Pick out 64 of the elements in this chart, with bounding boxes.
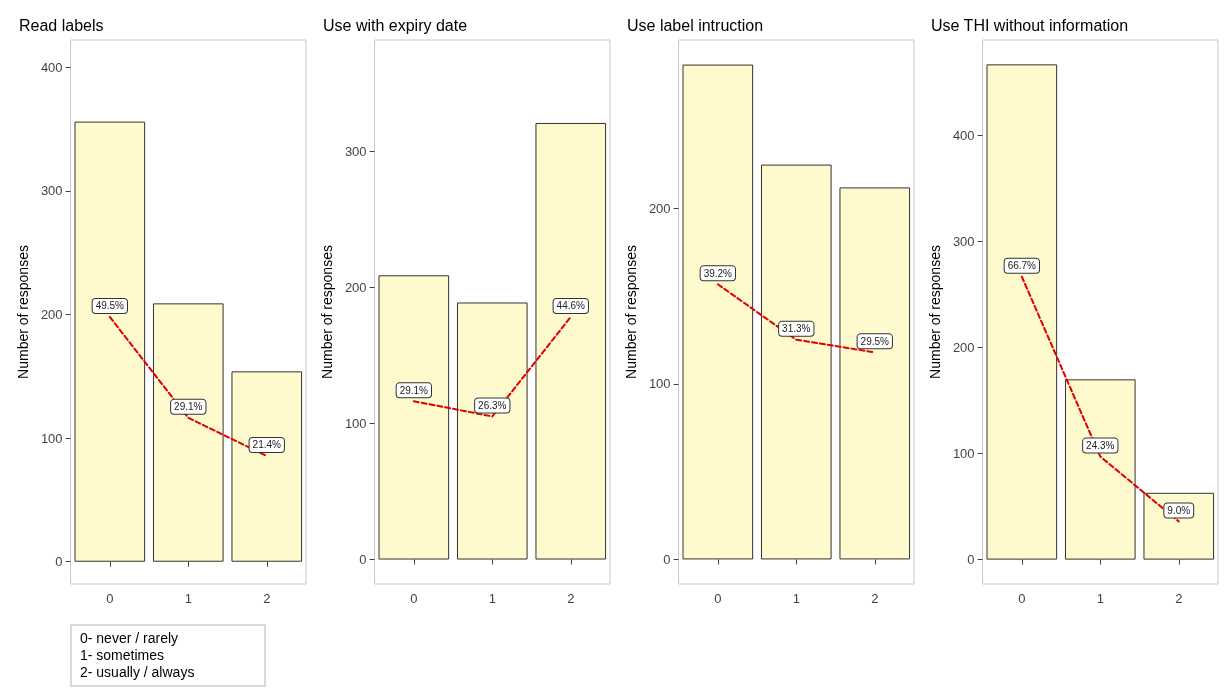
bar	[986, 64, 1058, 560]
bar	[1064, 379, 1136, 560]
x-tick-label: 1	[184, 591, 192, 606]
bar	[74, 121, 146, 562]
bar	[682, 64, 754, 560]
data-label: 24.3%	[1086, 440, 1115, 452]
y-axis-title: Number of responses	[927, 245, 943, 379]
chart-title: Read labels	[19, 16, 104, 34]
chart-title: Use with expiry date	[323, 16, 468, 34]
y-tick-label: 100	[952, 446, 975, 462]
y-tick-label: 100	[648, 376, 671, 392]
data-label: 44.6%	[556, 300, 586, 312]
data-label: 66.7%	[1007, 260, 1037, 272]
y-tick-label: 400	[40, 59, 63, 75]
x-tick-label: 2	[1175, 591, 1183, 606]
y-tick-label: 100	[344, 416, 367, 432]
x-tick-label: 2	[871, 591, 879, 606]
y-tick-label: 100	[40, 430, 63, 446]
data-label: 9.0%	[1167, 504, 1191, 516]
bar	[535, 122, 607, 560]
y-tick-label: 200	[952, 340, 975, 356]
x-tick-label: 1	[792, 591, 800, 606]
bar	[1143, 492, 1215, 560]
y-tick-label: 200	[344, 280, 367, 296]
data-label: 31.3%	[782, 323, 811, 335]
y-axis-title: Number of responses	[319, 245, 335, 379]
y-tick-label: 300	[40, 183, 63, 199]
bar	[378, 275, 450, 560]
data-label: 29.5%	[860, 335, 890, 347]
data-label: 29.1%	[174, 401, 203, 413]
bar	[456, 302, 528, 560]
y-tick-label: 200	[40, 306, 63, 322]
x-tick-label: 2	[567, 591, 575, 606]
y-tick-label: 300	[344, 144, 367, 160]
x-tick-label: 0	[106, 591, 114, 606]
x-tick-label: 0	[1018, 591, 1026, 606]
bar	[231, 371, 303, 562]
text: 0- never / rarely	[80, 630, 180, 647]
bar	[760, 164, 832, 560]
text: 1- sometimes	[80, 647, 166, 664]
y-axis-title: Number of responses	[15, 245, 31, 379]
text: 2- usually / always	[80, 664, 196, 681]
y-tick-label: 400	[952, 127, 975, 143]
y-tick-label: 0	[663, 551, 671, 567]
bar	[839, 187, 911, 560]
data-label: 21.4%	[252, 439, 282, 451]
data-label: 26.3%	[478, 399, 507, 411]
data-label: 29.1%	[399, 384, 429, 396]
y-tick-label: 200	[648, 200, 671, 216]
y-tick-label: 0	[967, 552, 975, 568]
data-label: 39.2%	[703, 267, 733, 279]
y-axis-title: Number of responses	[623, 245, 639, 379]
x-tick-label: 1	[1096, 591, 1104, 606]
y-tick-label: 0	[359, 552, 367, 568]
chart-title: Use THI without information	[931, 16, 1129, 34]
x-tick-label: 0	[714, 591, 722, 606]
x-tick-label: 2	[263, 591, 271, 606]
chart-title: Use label intruction	[627, 16, 764, 34]
bar	[152, 303, 224, 562]
x-tick-label: 0	[410, 591, 418, 606]
data-label: 49.5%	[95, 300, 125, 312]
y-tick-label: 300	[952, 233, 975, 249]
y-tick-label: 0	[55, 554, 63, 570]
x-tick-label: 1	[488, 591, 496, 606]
